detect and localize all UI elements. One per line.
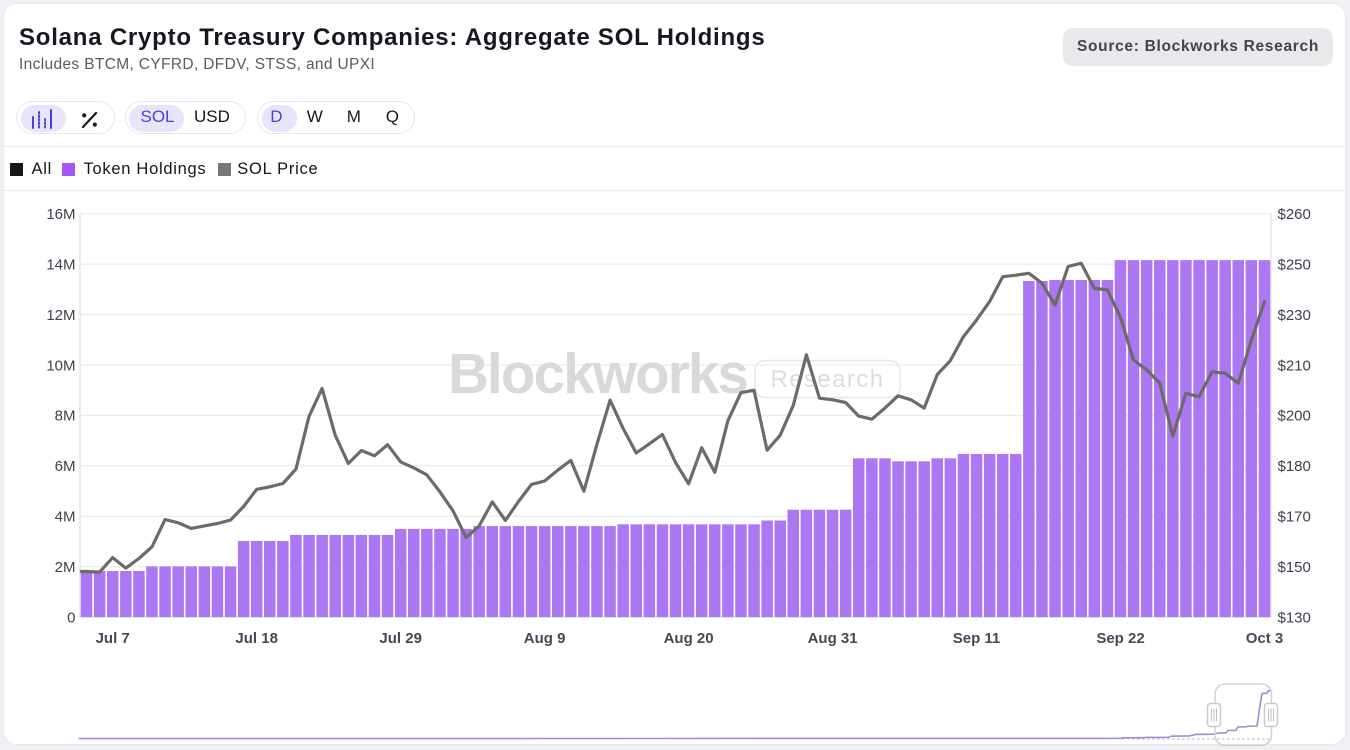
svg-text:Jul 7: Jul 7 bbox=[96, 630, 130, 647]
svg-text:$150: $150 bbox=[1278, 559, 1311, 576]
svg-text:Sep 11: Sep 11 bbox=[953, 630, 1001, 647]
svg-text:4M: 4M bbox=[55, 508, 76, 525]
svg-text:$230: $230 bbox=[1278, 307, 1311, 324]
svg-text:10M: 10M bbox=[46, 357, 75, 374]
svg-text:Jul 18: Jul 18 bbox=[235, 630, 278, 647]
svg-text:$130: $130 bbox=[1278, 609, 1311, 626]
svg-text:Jul 29: Jul 29 bbox=[379, 630, 422, 647]
svg-text:12M: 12M bbox=[46, 307, 75, 324]
svg-text:$200: $200 bbox=[1278, 408, 1311, 425]
svg-text:2M: 2M bbox=[55, 559, 76, 576]
svg-text:6M: 6M bbox=[55, 458, 76, 475]
svg-text:$260: $260 bbox=[1278, 206, 1311, 223]
svg-text:8M: 8M bbox=[55, 408, 76, 425]
svg-text:0: 0 bbox=[67, 609, 75, 626]
svg-text:$170: $170 bbox=[1278, 508, 1311, 525]
svg-text:14M: 14M bbox=[46, 256, 75, 273]
svg-text:Sep 22: Sep 22 bbox=[1096, 630, 1144, 647]
svg-text:Aug 31: Aug 31 bbox=[808, 630, 858, 647]
svg-text:Research: Research bbox=[771, 366, 885, 393]
svg-text:Oct 3: Oct 3 bbox=[1246, 630, 1284, 647]
svg-text:Blockworks: Blockworks bbox=[448, 342, 748, 405]
svg-text:Aug 9: Aug 9 bbox=[524, 630, 566, 647]
svg-text:Aug 20: Aug 20 bbox=[664, 630, 714, 647]
svg-text:$250: $250 bbox=[1278, 256, 1311, 273]
svg-text:$210: $210 bbox=[1278, 357, 1311, 374]
svg-text:16M: 16M bbox=[46, 206, 75, 223]
svg-text:$180: $180 bbox=[1278, 458, 1311, 475]
